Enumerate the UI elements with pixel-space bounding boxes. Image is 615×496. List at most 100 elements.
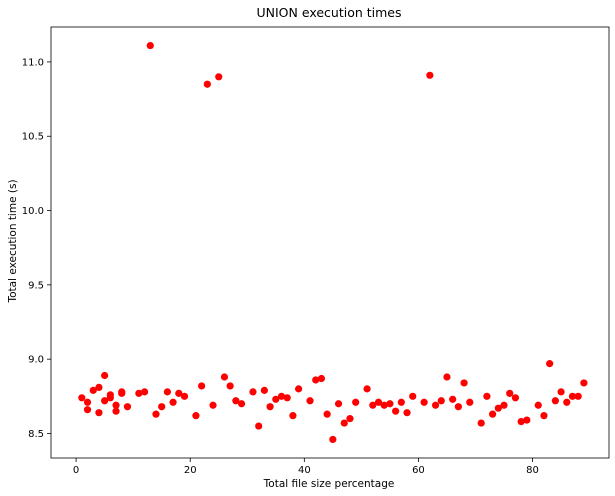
data-point <box>563 398 571 406</box>
data-point <box>352 398 360 406</box>
data-point <box>215 73 223 81</box>
data-point <box>112 401 120 409</box>
data-point <box>580 379 588 387</box>
data-point <box>329 435 337 444</box>
data-point <box>232 397 240 405</box>
data-point <box>511 394 520 402</box>
data-point <box>283 394 291 402</box>
data-point <box>494 404 502 412</box>
data-point <box>260 386 268 394</box>
x-tick-label: 40 <box>298 465 311 476</box>
data-point <box>237 400 246 408</box>
data-points <box>78 41 588 444</box>
data-point <box>523 416 531 424</box>
data-point <box>140 388 149 396</box>
data-point <box>363 385 371 393</box>
data-point <box>466 398 474 406</box>
data-point <box>209 401 217 409</box>
data-point <box>83 406 92 414</box>
data-point <box>540 412 548 420</box>
data-point <box>397 398 405 406</box>
data-point <box>386 400 394 408</box>
data-point <box>266 403 274 411</box>
data-point <box>78 394 86 402</box>
data-point <box>449 395 457 403</box>
data-point <box>369 401 377 409</box>
x-tick-label: 0 <box>73 465 79 476</box>
data-point <box>506 389 514 397</box>
data-point <box>255 422 263 430</box>
data-point <box>489 410 497 418</box>
axes-frame <box>50 26 610 459</box>
data-point <box>152 410 160 418</box>
data-point <box>106 394 114 402</box>
data-point <box>295 385 303 393</box>
data-point <box>420 398 428 406</box>
data-point <box>334 400 343 408</box>
data-point <box>454 403 462 411</box>
data-point <box>118 389 126 397</box>
data-point <box>169 398 177 406</box>
data-point <box>192 412 200 420</box>
data-point <box>203 80 211 88</box>
data-point <box>277 392 286 400</box>
data-point <box>477 419 485 427</box>
data-point <box>158 403 166 411</box>
data-point <box>312 376 320 384</box>
data-point <box>198 382 206 390</box>
data-point <box>437 397 445 405</box>
data-point <box>89 386 97 394</box>
data-point <box>112 407 120 415</box>
data-point <box>135 389 143 397</box>
y-tick-label: 10.5 <box>22 132 44 143</box>
data-point <box>180 392 189 400</box>
data-point <box>574 392 582 400</box>
data-point <box>568 392 577 400</box>
data-point <box>249 388 257 396</box>
data-point <box>460 379 468 387</box>
data-point <box>83 398 92 406</box>
data-point <box>226 382 234 390</box>
data-point <box>346 415 354 423</box>
data-point <box>289 412 297 420</box>
data-point <box>272 395 280 403</box>
data-point <box>306 397 314 405</box>
data-point <box>409 392 417 400</box>
data-point <box>534 401 542 409</box>
x-tick-label: 80 <box>526 465 539 476</box>
data-point <box>392 407 400 415</box>
y-tick-label: 10.0 <box>22 206 44 217</box>
data-point <box>500 401 508 409</box>
y-axis-label: Total execution time (s) <box>7 179 19 303</box>
data-point <box>323 410 331 418</box>
x-axis-ticks: 0 20 40 60 80 <box>73 458 539 476</box>
y-tick-label: 9.0 <box>28 355 44 366</box>
data-point <box>220 373 229 381</box>
data-point <box>95 409 103 417</box>
data-point <box>403 409 411 417</box>
data-point <box>317 374 326 383</box>
y-tick-label: 11.0 <box>22 57 44 68</box>
data-point <box>163 388 171 396</box>
data-point <box>380 401 388 409</box>
data-point <box>483 392 491 400</box>
data-point <box>517 417 525 426</box>
chart-title: UNION execution times <box>257 5 402 20</box>
x-axis-label: Total file size percentage <box>263 478 395 490</box>
y-axis-ticks: 8.5 9.0 9.5 10.0 10.5 11.0 <box>22 57 51 440</box>
data-point <box>557 388 565 396</box>
data-point <box>175 389 183 397</box>
data-point <box>426 71 434 79</box>
data-point <box>95 383 103 392</box>
data-point <box>146 41 154 50</box>
data-point <box>101 397 109 405</box>
y-tick-label: 9.5 <box>28 280 44 291</box>
data-point <box>123 403 132 411</box>
data-point <box>101 371 109 380</box>
data-point <box>374 398 383 406</box>
data-point <box>551 397 559 405</box>
data-point <box>340 419 348 427</box>
x-tick-label: 60 <box>412 465 425 476</box>
